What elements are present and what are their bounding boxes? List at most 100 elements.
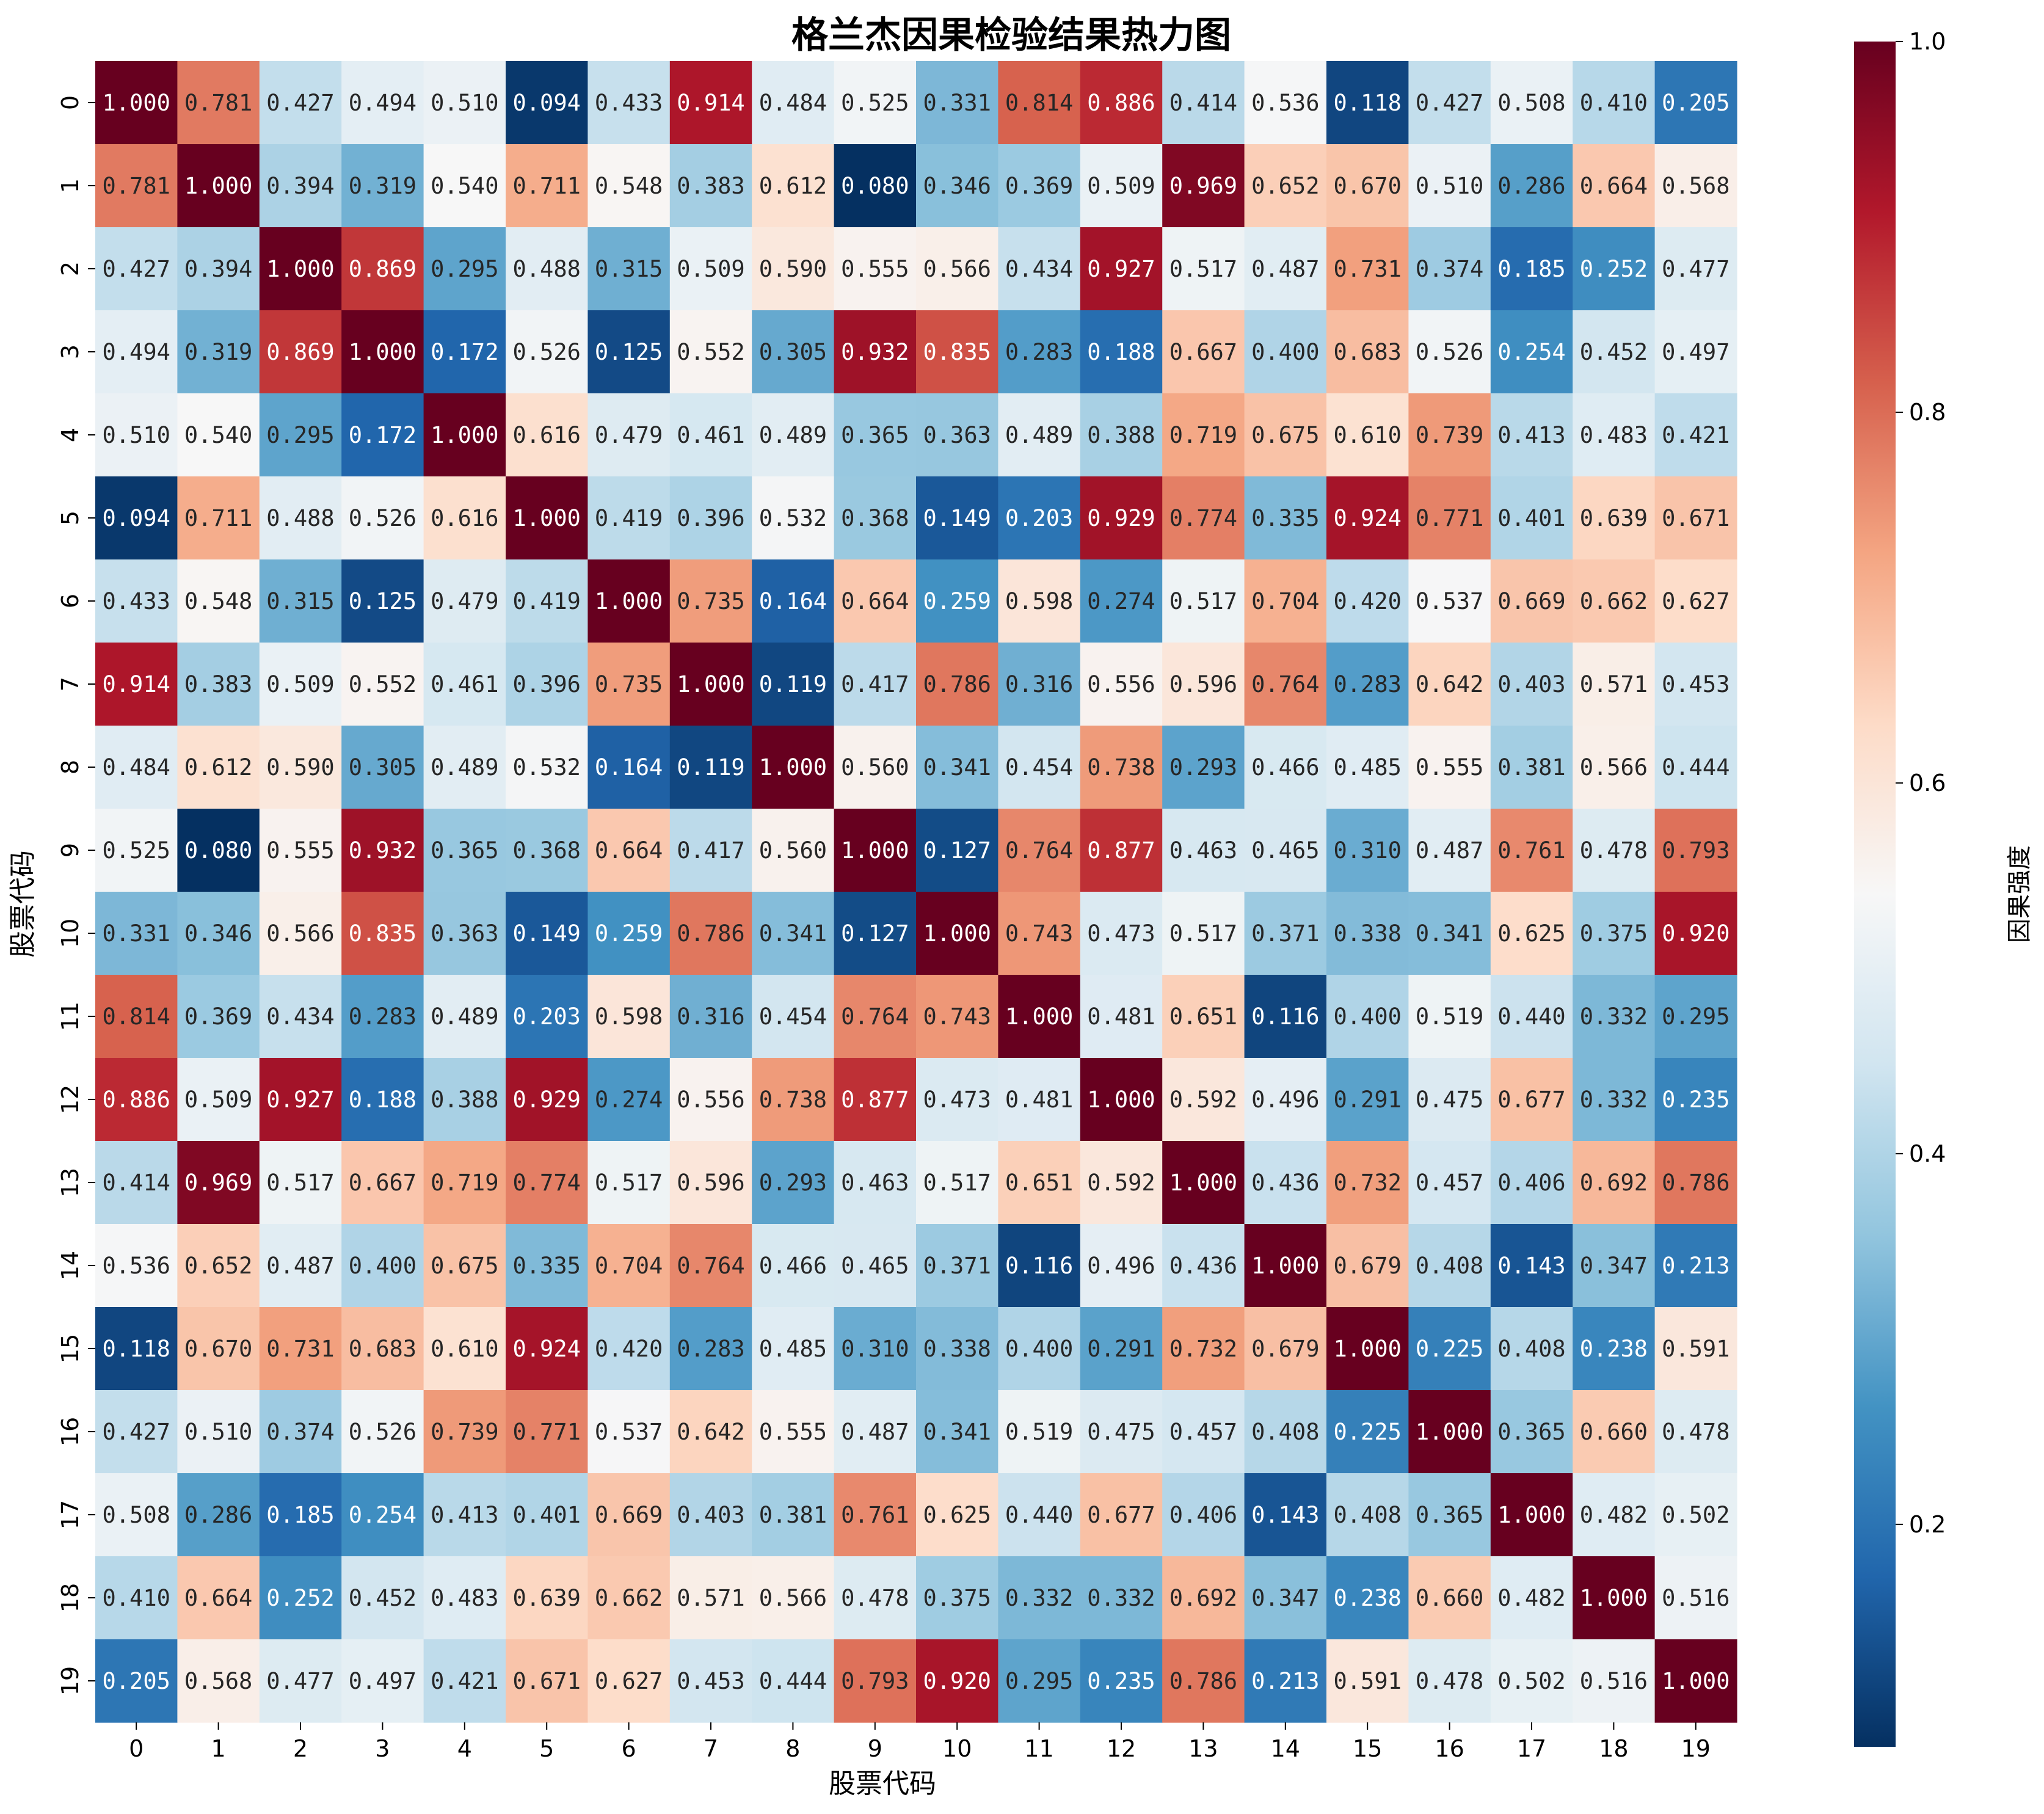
heatmap-cell	[95, 975, 178, 1058]
cell-value-label: 0.929	[513, 1087, 581, 1113]
heatmap-cell	[1326, 892, 1409, 975]
cell-value-label: 0.552	[677, 339, 744, 365]
cell-value-label: 0.814	[1005, 90, 1073, 116]
heatmap-cell	[669, 310, 752, 394]
cell-value-label: 0.332	[1005, 1585, 1073, 1611]
heatmap-cell	[1244, 559, 1327, 643]
colorbar-gradient	[1854, 42, 1896, 1747]
x-tick-label: 2	[293, 1735, 308, 1762]
cell-value-label: 0.414	[103, 1170, 170, 1196]
cell-value-label: 0.510	[184, 1419, 252, 1445]
x-tick-label: 8	[785, 1735, 800, 1762]
cell-value-label: 0.566	[266, 920, 334, 947]
heatmap-cell	[1080, 1307, 1163, 1391]
cell-value-label: 0.406	[1169, 1502, 1237, 1528]
cell-value-label: 1.000	[595, 588, 663, 614]
heatmap-cell	[259, 1058, 342, 1142]
heatmap-cell	[752, 476, 835, 560]
heatmap-cell	[1408, 1058, 1491, 1142]
heatmap-cell	[1244, 975, 1327, 1058]
cell-value-label: 0.413	[1497, 422, 1565, 448]
cell-value-label: 0.338	[1334, 920, 1402, 947]
cell-value-label: 0.814	[103, 1004, 170, 1030]
heatmap-cell	[916, 892, 998, 975]
heatmap-cell	[916, 643, 998, 726]
cell-value-label: 0.185	[266, 1502, 334, 1528]
cell-value-label: 0.536	[1251, 90, 1319, 116]
cell-value-label: 0.127	[841, 920, 909, 947]
heatmap-cell	[998, 643, 1081, 726]
cell-value-label: 0.440	[1497, 1004, 1565, 1030]
cell-value-label: 0.835	[349, 920, 416, 947]
heatmap-cell	[1244, 1307, 1327, 1391]
heatmap-cell	[1326, 726, 1409, 809]
heatmap-cell	[95, 61, 178, 145]
heatmap-cell	[1408, 1473, 1491, 1557]
heatmap-cell	[669, 1556, 752, 1640]
heatmap-cell	[587, 1141, 671, 1225]
cell-value-label: 0.920	[1662, 920, 1729, 947]
cell-value-label: 0.571	[677, 1585, 744, 1611]
cell-value-label: 0.213	[1662, 1253, 1729, 1279]
cell-value-label: 0.080	[841, 173, 909, 199]
heatmap-cell	[1080, 809, 1163, 892]
heatmap-cell	[669, 892, 752, 975]
cell-value-label: 0.497	[349, 1668, 416, 1694]
heatmap-cell	[1080, 1390, 1163, 1474]
cell-value-label: 0.401	[1497, 505, 1565, 531]
heatmap-cell	[1408, 975, 1491, 1058]
cell-value-label: 0.274	[595, 1087, 663, 1113]
heatmap-cell	[95, 1224, 178, 1308]
heatmap-cell	[834, 809, 917, 892]
heatmap-cell	[834, 1307, 917, 1391]
heatmap-cell	[1408, 726, 1491, 809]
cell-value-label: 0.403	[677, 1502, 744, 1528]
heatmap-cell	[1573, 1058, 1656, 1142]
heatmap-cell	[423, 144, 506, 228]
heatmap-cell	[506, 559, 588, 643]
cell-value-label: 0.421	[1662, 422, 1729, 448]
heatmap-cell	[1490, 1473, 1573, 1557]
cell-value-label: 0.164	[595, 754, 663, 781]
cell-value-label: 0.598	[1005, 588, 1073, 614]
heatmap-cell	[587, 393, 671, 477]
heatmap-cell	[998, 559, 1081, 643]
heatmap-cell	[259, 1390, 342, 1474]
heatmap-cell	[1490, 809, 1573, 892]
cell-value-label: 0.509	[266, 671, 334, 698]
cell-value-label: 0.556	[677, 1087, 744, 1113]
cell-value-label: 0.738	[1087, 754, 1155, 781]
cell-value-label: 0.305	[759, 339, 827, 365]
cell-value-label: 0.692	[1169, 1585, 1237, 1611]
cell-value-label: 0.125	[349, 588, 416, 614]
cell-value-label: 0.560	[759, 837, 827, 864]
heatmap-cell	[423, 393, 506, 477]
heatmap-cell	[998, 393, 1081, 477]
cell-value-label: 0.517	[1169, 256, 1237, 282]
heatmap-cell	[998, 1307, 1081, 1391]
cell-value-label: 0.761	[841, 1502, 909, 1528]
heatmap-cell	[1490, 643, 1573, 726]
x-tick-label: 15	[1353, 1735, 1382, 1762]
heatmap-cell	[998, 144, 1081, 228]
cell-value-label: 1.000	[266, 256, 334, 282]
cell-value-label: 0.341	[923, 1419, 991, 1445]
heatmap-cell	[177, 476, 260, 560]
cell-value-label: 0.381	[759, 1502, 827, 1528]
heatmap-cell	[587, 476, 671, 560]
heatmap-cell	[1244, 476, 1327, 560]
cell-value-label: 0.274	[1087, 588, 1155, 614]
cell-value-label: 0.704	[1251, 588, 1319, 614]
cell-value-label: 0.774	[1169, 505, 1237, 531]
heatmap-cell	[423, 476, 506, 560]
heatmap-cell	[587, 1058, 671, 1142]
cell-value-label: 0.371	[1251, 920, 1319, 947]
x-axis-ticks: 0 1 2 3 4 5 6 7 8 9 10 11 12 13 14 15 16 17 18 19	[129, 1722, 1711, 1762]
cell-value-label: 0.461	[677, 422, 744, 448]
cell-value-label: 0.525	[841, 90, 909, 116]
heatmap-cell	[506, 1556, 588, 1640]
x-axis-label: 股票代码	[829, 1768, 936, 1799]
y-tick-label: 5	[57, 511, 84, 525]
cell-value-label: 0.494	[103, 339, 170, 365]
heatmap-cell	[1573, 726, 1656, 809]
